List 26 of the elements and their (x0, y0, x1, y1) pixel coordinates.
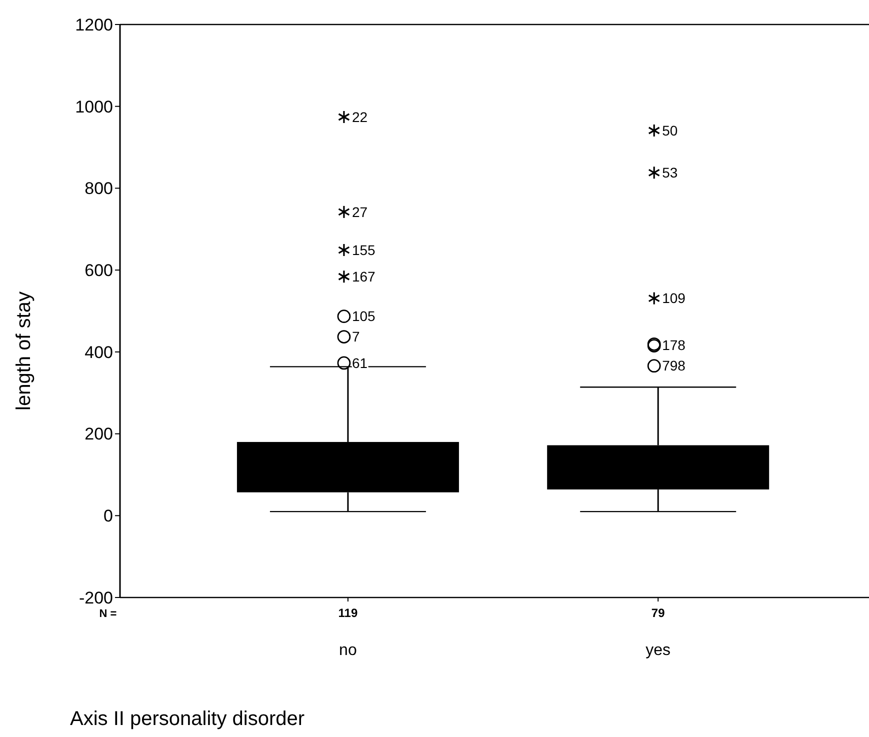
x-tick-label: yes (646, 642, 671, 659)
annotation: 167 (352, 268, 376, 285)
y-tick-label: 400 (84, 342, 113, 362)
annotation: 22 (352, 108, 368, 125)
y-axis-title: length of stay (13, 292, 35, 410)
annotation: 155 (352, 242, 376, 258)
annotation: 109 (662, 290, 686, 306)
y-tick-label: 0 (104, 506, 113, 526)
annotation: 79 (651, 606, 666, 620)
annotation: 53 (662, 164, 678, 181)
y-tick-label: 600 (84, 261, 113, 280)
annotation: 798 (662, 358, 686, 374)
y-tick-label: 800 (84, 179, 113, 198)
annotation: 27 (352, 204, 368, 220)
x-tick-label: no (339, 642, 357, 659)
annotation: 50 (662, 122, 678, 138)
annotation: 7 (352, 328, 360, 345)
text: N = (99, 608, 117, 620)
y-tick-label: -200 (78, 588, 113, 608)
annotation: 119 (338, 606, 358, 620)
x-axis-title: Axis II personality disorder (70, 708, 305, 730)
y-tick-label: 1000 (75, 97, 113, 116)
y-tick-label: 1200 (75, 15, 113, 34)
annotation: 105 (352, 308, 376, 324)
y-tick-label: 200 (84, 424, 113, 444)
annotation: 178 (662, 336, 686, 353)
